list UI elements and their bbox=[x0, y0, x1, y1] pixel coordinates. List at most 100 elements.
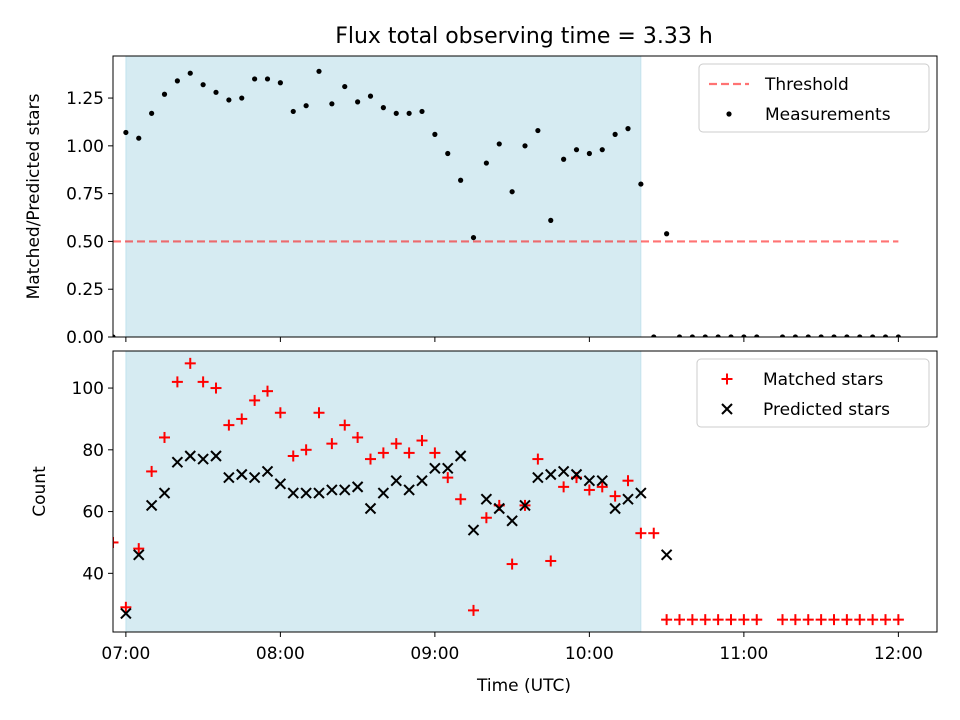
matched-star-marker bbox=[867, 614, 879, 626]
series-matched-stars bbox=[113, 357, 904, 626]
matched-star-marker bbox=[146, 465, 158, 477]
predicted-star-marker bbox=[184, 450, 196, 462]
legend: Threshold Measurements bbox=[698, 63, 930, 133]
matched-star-marker bbox=[455, 493, 467, 505]
matched-star-marker bbox=[789, 614, 801, 626]
predicted-star-marker bbox=[480, 493, 493, 505]
measurement-point bbox=[149, 110, 155, 116]
matched-star-marker bbox=[300, 444, 312, 456]
matched-star-marker bbox=[828, 614, 840, 626]
predicted-marker-b bbox=[467, 524, 480, 536]
measurement-point bbox=[805, 334, 811, 337]
predicted-star-marker bbox=[532, 471, 544, 484]
predicted-marker-b bbox=[596, 474, 608, 487]
predicted-marker-b bbox=[210, 450, 222, 462]
matched-star-marker bbox=[197, 376, 209, 388]
predicted-star-marker bbox=[609, 502, 621, 515]
matched-star-marker bbox=[583, 484, 595, 496]
matched-star-marker bbox=[403, 447, 415, 459]
measurement-point bbox=[367, 93, 374, 99]
predicted-star-marker bbox=[454, 450, 467, 462]
matched-star-marker bbox=[223, 419, 235, 431]
predicted-marker-b bbox=[403, 484, 415, 496]
measurement-point bbox=[123, 129, 129, 136]
measurement-point bbox=[213, 89, 219, 95]
predicted-marker-b bbox=[351, 481, 364, 493]
predicted-marker-b bbox=[622, 493, 634, 505]
measurement-point bbox=[818, 334, 824, 337]
measurement-point bbox=[445, 150, 451, 157]
predicted-star-marker bbox=[583, 474, 596, 487]
matched-star-marker bbox=[777, 614, 788, 626]
predicted-star-marker bbox=[570, 468, 583, 481]
measurement-point bbox=[226, 97, 232, 103]
predicted-star-marker bbox=[635, 487, 647, 499]
measurement-point bbox=[664, 231, 670, 237]
predicted-star-marker bbox=[158, 487, 171, 499]
measurement-point bbox=[857, 334, 863, 337]
predicted-star-marker bbox=[377, 487, 390, 499]
predicted-marker-b bbox=[120, 607, 132, 620]
measurement-point bbox=[509, 189, 515, 195]
predicted-star-marker bbox=[364, 502, 377, 515]
predicted-star-marker bbox=[442, 462, 454, 475]
matched-star-marker bbox=[596, 481, 608, 493]
measurement-point bbox=[573, 147, 580, 153]
measurement-point bbox=[161, 91, 168, 97]
matched-star-marker bbox=[365, 453, 376, 465]
y-tick-label: 0.25 bbox=[66, 280, 104, 300]
legend-label: Threshold bbox=[764, 75, 849, 95]
measurement-point bbox=[535, 127, 541, 134]
predicted-marker-b bbox=[223, 471, 235, 484]
measurement-point bbox=[393, 110, 399, 116]
legend-box bbox=[698, 63, 930, 133]
measurement-point bbox=[741, 334, 747, 337]
measurement-point bbox=[342, 83, 348, 90]
matched-star-marker bbox=[880, 614, 891, 626]
series-measurements bbox=[113, 68, 901, 337]
matched-star-marker bbox=[171, 376, 183, 388]
measurement-point bbox=[432, 131, 438, 137]
matched-star-marker bbox=[339, 419, 351, 431]
predicted-marker-b bbox=[133, 549, 145, 561]
predicted-star-marker bbox=[493, 502, 505, 515]
matched-star-marker bbox=[558, 481, 570, 493]
predicted-star-marker bbox=[506, 515, 518, 527]
measurement-point bbox=[792, 334, 798, 337]
matched-star-marker bbox=[249, 394, 261, 406]
measurement-point bbox=[831, 334, 837, 337]
y-axis-label: Matched/Predicted stars bbox=[24, 93, 44, 299]
measurement-point bbox=[380, 105, 386, 111]
legend-matched-swatch bbox=[721, 373, 733, 385]
predicted-star-marker bbox=[660, 549, 673, 561]
predicted-star-marker bbox=[223, 471, 235, 484]
matched-star-marker bbox=[377, 447, 389, 459]
matched-star-marker bbox=[609, 490, 621, 502]
predicted-marker-b bbox=[364, 502, 377, 515]
predicted-marker-b bbox=[635, 487, 647, 499]
measurement-point bbox=[252, 76, 258, 82]
matched-star-marker bbox=[674, 614, 685, 626]
matched-star-marker bbox=[442, 472, 454, 484]
measurement-point bbox=[458, 177, 464, 183]
y-tick-label: 1.25 bbox=[66, 89, 104, 109]
predicted-marker-b bbox=[480, 493, 493, 505]
series-predicted-stars bbox=[120, 450, 673, 620]
predicted-marker-b bbox=[429, 462, 441, 475]
y-tick-label: 0.50 bbox=[66, 232, 104, 252]
x-tick-label: 12:00 bbox=[874, 644, 923, 664]
predicted-star-marker bbox=[236, 468, 248, 481]
predicted-marker-b bbox=[442, 462, 454, 475]
predicted-star-marker bbox=[171, 456, 184, 468]
measurement-point bbox=[612, 131, 618, 137]
matched-star-marker bbox=[326, 438, 338, 450]
matched-star-marker bbox=[113, 536, 119, 548]
bottom-panel: 07:00 08:00 09:00 10:00 11:00 12:00 40 60 80 100 C… bbox=[30, 350, 938, 664]
matched-star-marker bbox=[262, 385, 273, 397]
matched-star-marker bbox=[352, 431, 364, 443]
matched-star-marker bbox=[184, 357, 196, 369]
x-tick-label: 08:00 bbox=[256, 644, 305, 664]
matched-star-marker bbox=[622, 475, 634, 487]
matched-star-marker bbox=[506, 558, 518, 570]
